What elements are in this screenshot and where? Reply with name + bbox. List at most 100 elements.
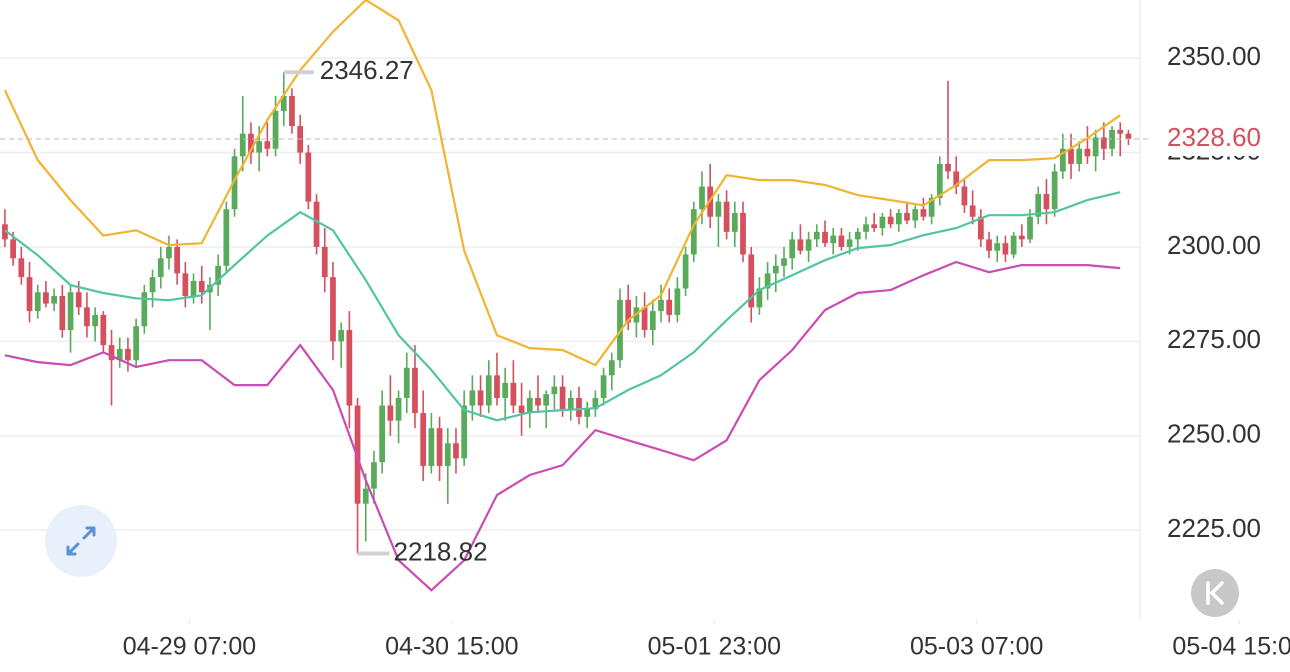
candle-body [822, 231, 828, 244]
candle-body [1092, 137, 1099, 157]
x-tick-label: 04-30 15:00 [385, 633, 518, 661]
candle-body [690, 209, 697, 255]
labels: 2225.002250.002275.002300.002325.002350.… [0, 41, 1290, 661]
x-tick-label: 04-29 07:00 [123, 633, 256, 661]
candle-body [477, 390, 484, 406]
candle-body [371, 462, 377, 489]
candle-body [1076, 148, 1083, 164]
candle-body [215, 265, 222, 285]
candle-body [887, 216, 894, 225]
candle-body [395, 397, 402, 421]
candle-body [1100, 137, 1107, 149]
candle-body [854, 231, 861, 240]
x-tick-label: 05-01 23:00 [648, 633, 781, 661]
candle-body [559, 386, 566, 410]
candle-body [231, 156, 238, 210]
candle-body [945, 163, 951, 172]
candle-body [51, 296, 57, 304]
candle-body [920, 209, 927, 217]
candle-body [731, 212, 738, 232]
candle-body [2, 224, 8, 240]
candle-body [813, 231, 820, 240]
candle-body [723, 201, 730, 232]
candle-body [576, 397, 582, 417]
candle-body [190, 280, 197, 297]
candle-body [904, 212, 910, 221]
candle-body [641, 307, 648, 331]
y-tick-label: 2350.00 [1167, 41, 1261, 71]
candle-body [658, 299, 664, 312]
candle-body [108, 345, 115, 361]
candle-body [1043, 194, 1050, 210]
candle-body [625, 299, 632, 323]
candle-body [592, 397, 599, 410]
candle-body [699, 186, 705, 210]
candle-body [264, 141, 271, 149]
y-tick-label: 2250.00 [1167, 419, 1261, 449]
candle-body [305, 152, 312, 202]
candle-body [879, 216, 886, 229]
candle-body [1109, 129, 1115, 149]
candle-body [174, 246, 181, 274]
candle-body [141, 292, 148, 327]
band-line [4, 260, 1121, 592]
candle-body [1051, 171, 1058, 210]
candle-body [748, 254, 755, 308]
candle-body [149, 277, 156, 293]
candle-body [272, 111, 279, 149]
candle-body [379, 405, 386, 463]
candle-body [461, 405, 468, 459]
candle-body [223, 209, 230, 266]
candle-body [125, 348, 131, 361]
candle-body [871, 224, 878, 229]
candle-body [567, 397, 574, 410]
candle-body [846, 239, 853, 247]
candle-body [526, 397, 533, 414]
candle-body [166, 246, 172, 259]
candle-body [838, 235, 845, 247]
candle-body [1125, 133, 1132, 139]
candle-body [436, 428, 443, 466]
candle-body [1035, 194, 1042, 217]
candle-body [289, 95, 295, 127]
candle-body [18, 258, 25, 278]
band-line [4, 191, 1121, 422]
candle-body [600, 375, 607, 398]
candle-body [805, 239, 812, 251]
candle-body [772, 265, 779, 274]
candle-body [649, 311, 656, 331]
x-tick-label: 05-04 15:00 [1172, 633, 1290, 661]
candle-body [518, 405, 525, 414]
candle-body [420, 413, 427, 466]
candle-body [239, 133, 246, 157]
candle-body [764, 273, 771, 289]
candle-body [133, 326, 140, 361]
candle-body [928, 197, 935, 217]
candle-body [330, 277, 336, 342]
candle-body [321, 246, 328, 278]
candle-body [100, 314, 107, 346]
plot-area [2, 0, 1132, 592]
candle-body [1002, 243, 1009, 255]
candle-body [986, 239, 992, 251]
candle-body [116, 348, 123, 361]
candle-body [740, 212, 746, 255]
candle-body [608, 360, 615, 376]
candle-body [1068, 148, 1074, 164]
candle-body [961, 186, 968, 206]
back-to-latest-button[interactable] [1191, 569, 1239, 617]
candle-body [994, 243, 1001, 251]
candle-body [543, 394, 550, 406]
expand-button[interactable] [45, 505, 117, 577]
candle-body [756, 288, 763, 308]
y-tick-label: 2225.00 [1167, 513, 1261, 543]
candle-body [34, 292, 41, 312]
candle-body [157, 258, 164, 278]
candle-body [26, 277, 33, 312]
candle-body [1018, 235, 1025, 240]
candle-body [936, 163, 943, 198]
band-line [3, 0, 1121, 367]
candle-body [338, 330, 345, 342]
candle-body [789, 239, 796, 259]
candle-body [551, 386, 558, 395]
